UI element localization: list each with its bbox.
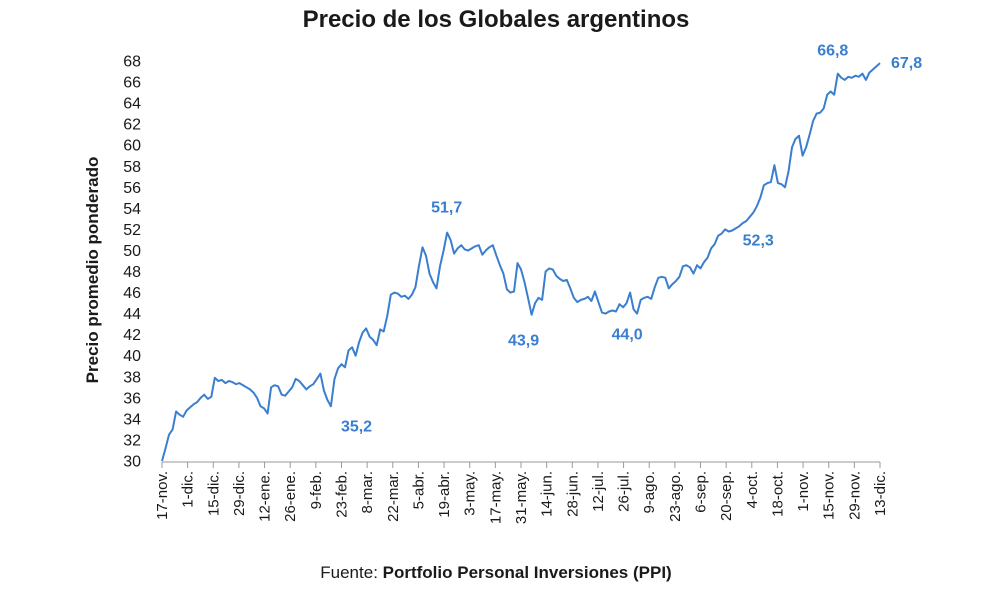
y-tick-label: 66 (123, 75, 141, 92)
y-tick-label: 62 (123, 117, 141, 134)
y-tick-label: 36 (123, 390, 141, 407)
x-tick-label: 29-dic. (231, 471, 248, 516)
data-label: 35,2 (341, 418, 372, 435)
x-tick-label: 1-dic. (180, 471, 197, 508)
data-label: 52,3 (743, 232, 774, 249)
y-tick-label: 34 (123, 411, 141, 428)
y-tick-label: 30 (123, 454, 141, 471)
x-tick-label: 26-jul. (616, 471, 633, 512)
x-tick-label: 28-jun. (564, 471, 581, 517)
x-tick-label: 5-abr. (410, 471, 427, 509)
y-tick-label: 46 (123, 285, 141, 302)
x-tick-label: 17-nov. (154, 471, 171, 520)
x-tick-label: 17-may. (487, 471, 504, 524)
y-axis: 30 32 34 36 38 40 42 44 46 48 50 52 54 56 58 60 62 64 66 68 (123, 54, 141, 471)
x-tick-label: 20-sep. (718, 471, 735, 521)
x-tick-label: 18-oct. (769, 471, 786, 517)
data-label: 67,8 (891, 55, 922, 72)
series-group (161, 62, 881, 462)
x-tick-label: 31-may. (513, 471, 530, 524)
x-tick-label: 14-jun. (539, 471, 556, 517)
x-tick-label: 13-dic. (872, 471, 889, 516)
x-axis: 17-nov. 1-dic. 15-dic. 29-dic. 12-ene. 26-ene… (154, 461, 889, 524)
source-prefix: Fuente: (320, 563, 383, 582)
y-tick-label: 42 (123, 327, 141, 344)
x-tick-label: 1-nov. (795, 471, 812, 512)
x-tick-label: 23-feb. (334, 471, 351, 518)
x-tick-label: 9-ago. (641, 471, 658, 514)
data-label: 51,7 (431, 200, 462, 217)
y-tick-label: 54 (123, 201, 141, 218)
x-tick-label: 15-nov. (821, 471, 838, 520)
x-tick-label: 4-oct. (744, 471, 761, 509)
x-tick-label: 29-nov. (846, 471, 863, 520)
chart-title: Precio de los Globales argentinos (302, 6, 690, 33)
y-tick-label: 56 (123, 180, 141, 197)
price-series-line (161, 62, 881, 462)
x-tick-label: 3-may. (462, 471, 479, 516)
y-tick-label: 68 (123, 54, 141, 71)
source-name: Portfolio Personal Inversiones (PPI) (382, 563, 672, 582)
x-tick-label: 12-ene. (257, 471, 274, 522)
x-tick-label: 23-ago. (667, 471, 684, 522)
y-tick-label: 44 (123, 306, 141, 323)
data-label: 66,8 (817, 43, 848, 60)
y-tick-label: 50 (123, 243, 141, 260)
y-tick-label: 58 (123, 159, 141, 176)
x-tick-label: 8-mar. (359, 471, 376, 514)
data-label: 44,0 (612, 327, 643, 344)
y-tick-label: 48 (123, 264, 141, 281)
x-tick-label: 19-abr. (436, 471, 453, 518)
x-tick-label: 26-ene. (282, 471, 299, 522)
y-tick-label: 40 (123, 348, 141, 365)
y-axis-title: Precio promedio ponderado (83, 157, 102, 384)
x-tick-label: 9-feb. (308, 471, 325, 509)
y-tick-label: 60 (123, 138, 141, 155)
annotations: 35,2 51,7 43,9 44,0 52,3 66,8 67,8 (341, 43, 922, 436)
y-tick-label: 32 (123, 432, 141, 449)
x-tick-label: 15-dic. (205, 471, 222, 516)
x-tick-label: 6-sep. (693, 471, 710, 513)
source-note: Fuente: Portfolio Personal Inversiones (… (0, 563, 992, 583)
y-tick-label: 52 (123, 222, 141, 239)
data-label: 43,9 (508, 333, 539, 350)
x-tick-label: 12-jul. (590, 471, 607, 512)
y-tick-label: 38 (123, 369, 141, 386)
x-tick-label: 22-mar. (385, 471, 402, 522)
y-tick-label: 64 (123, 96, 141, 113)
